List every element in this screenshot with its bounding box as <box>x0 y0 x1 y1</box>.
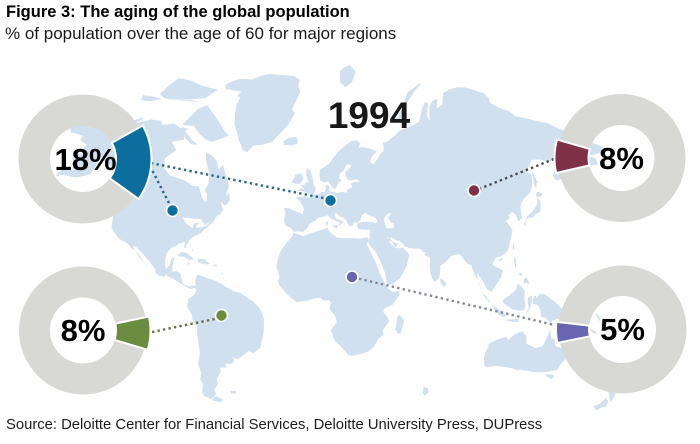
svg-text:8%: 8% <box>61 313 106 348</box>
svg-text:1994: 1994 <box>328 95 411 136</box>
svg-text:5%: 5% <box>600 312 645 347</box>
svg-text:18%: 18% <box>54 142 116 177</box>
svg-text:8%: 8% <box>599 141 644 176</box>
